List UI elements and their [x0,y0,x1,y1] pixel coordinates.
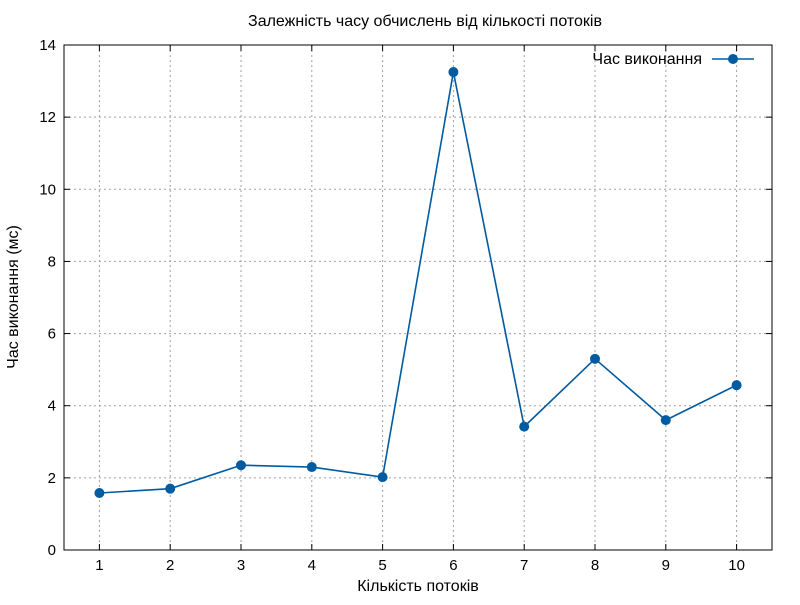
y-tick-label: 8 [48,253,56,270]
series-line [99,71,737,494]
x-tick-label: 3 [237,557,245,574]
legend: Час виконання [592,51,754,68]
y-tick-labels: 0 2 4 6 8 10 12 14 [39,37,56,559]
x-tick-label: 7 [520,557,528,574]
data-point [236,460,246,471]
x-tick-label: 8 [591,557,599,574]
x-axis-label: Кількість потоків [357,578,479,595]
y-tick-label: 0 [48,542,56,559]
data-point [448,67,459,78]
series-layer [94,67,742,499]
y-tick-label: 2 [48,470,56,487]
x-tick-label: 9 [662,557,670,574]
x-tick-label: 4 [308,557,316,574]
data-point [306,462,317,473]
axis-ticks [64,44,772,551]
data-point [660,415,671,426]
chart-title: Залежність часу обчислень від кількості … [248,13,602,30]
x-tick-label: 6 [449,557,457,574]
y-tick-label: 6 [48,326,56,343]
data-point [94,488,105,499]
x-tick-label: 5 [378,557,386,574]
y-axis-label: Час виконання (мс) [5,225,22,369]
data-point [519,421,530,432]
data-point [377,472,388,483]
y-tick-label: 14 [39,37,56,54]
data-point [165,483,176,494]
plot-frame [63,44,773,551]
x-tick-label: 2 [166,557,174,574]
y-tick-label: 10 [39,181,56,198]
grid-lines [64,45,772,550]
x-tick-label: 10 [728,557,745,574]
legend-label: Час виконання [592,51,702,68]
data-point [731,380,742,391]
x-tick-labels: 1 2 3 4 5 6 7 8 9 10 [95,557,745,574]
data-point [590,353,600,364]
x-tick-label: 1 [95,557,103,574]
y-tick-label: 4 [48,398,56,415]
legend-marker-swatch [728,54,738,64]
y-tick-label: 12 [39,109,56,126]
